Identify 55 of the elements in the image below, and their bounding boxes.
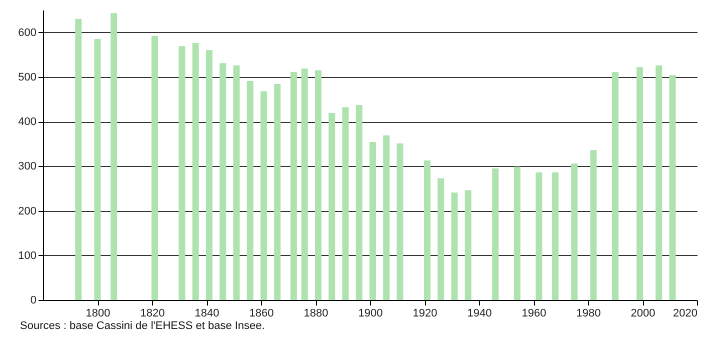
bar	[669, 75, 676, 300]
y-tick-label: 300	[18, 160, 36, 173]
bar	[220, 63, 226, 300]
bar	[94, 39, 101, 300]
bar	[464, 190, 472, 300]
x-tick-label: 1980	[576, 308, 601, 320]
y-tick-label: 0	[30, 294, 36, 306]
bar	[342, 107, 349, 300]
bar	[552, 172, 559, 300]
bar	[438, 178, 444, 300]
bar	[75, 18, 82, 300]
bar	[383, 135, 390, 300]
bar	[356, 105, 362, 300]
bar	[656, 65, 662, 300]
x-tick-label: 1940	[467, 308, 492, 320]
bar	[396, 143, 404, 300]
bar	[571, 163, 578, 300]
bar	[451, 192, 458, 300]
x-tick-label: 1860	[249, 308, 274, 320]
bar	[612, 72, 618, 300]
bar	[110, 13, 118, 300]
bar	[314, 70, 322, 300]
bar	[536, 172, 542, 300]
source-note: Sources : base Cassini de l'EHESS et base Insee.	[20, 320, 265, 332]
x-tick-label: 1880	[304, 308, 328, 320]
bar	[233, 65, 240, 300]
bar	[492, 168, 499, 300]
y-tick-label: 500	[18, 71, 36, 84]
bar	[192, 43, 199, 300]
bar	[178, 46, 186, 300]
x-tick-label: 1920	[412, 308, 438, 320]
bar	[636, 67, 644, 300]
y-tick-label: 400	[18, 116, 36, 128]
bar	[206, 50, 212, 300]
x-tick-label: 2020	[673, 308, 698, 320]
x-tick-label: 2000	[630, 308, 656, 320]
bar	[290, 72, 297, 300]
bar	[274, 84, 281, 300]
bar	[369, 142, 376, 300]
x-tick-label: 1900	[358, 308, 383, 320]
x-tick-label: 1960	[522, 308, 546, 320]
bar	[260, 91, 267, 300]
x-tick-label: 1840	[194, 308, 220, 320]
bar	[328, 113, 336, 300]
bar	[514, 166, 520, 300]
x-tick-label: 1800	[86, 308, 110, 320]
bar	[424, 160, 430, 300]
y-tick-label: 600	[18, 26, 36, 39]
bar	[246, 80, 254, 300]
bar	[301, 68, 308, 300]
y-tick-label: 200	[18, 205, 36, 218]
bar	[590, 150, 597, 300]
y-tick-label: 100	[18, 250, 36, 262]
bar	[151, 36, 158, 300]
x-tick-label: 1820	[140, 308, 165, 320]
